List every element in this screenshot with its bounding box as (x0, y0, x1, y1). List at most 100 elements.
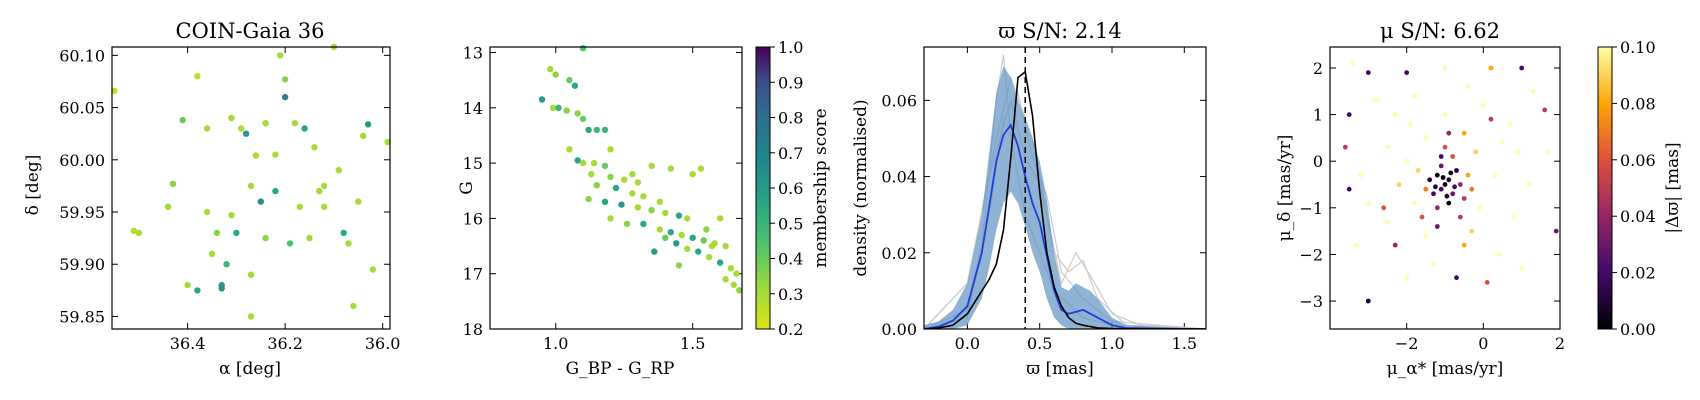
data-point (585, 126, 592, 134)
data-point (585, 195, 592, 203)
data-point (1446, 200, 1452, 206)
data-point (1438, 154, 1444, 159)
data-point (675, 262, 683, 269)
data-point (733, 270, 740, 277)
data-point (555, 104, 562, 112)
colorbar-tick-label: 0.3 (778, 285, 803, 304)
data-point (684, 245, 691, 252)
data-point (228, 114, 235, 122)
data-point (648, 206, 655, 214)
data-point (1373, 98, 1379, 103)
data-point (593, 126, 600, 134)
data-point (629, 190, 636, 197)
colorbar1-label: membership score (811, 108, 831, 267)
data-point (1461, 242, 1467, 248)
data-point (689, 234, 696, 241)
data-point (667, 229, 674, 236)
data-point (252, 152, 260, 159)
data-point (1442, 65, 1448, 71)
membership-colorbar (755, 46, 771, 330)
data-point (311, 144, 318, 151)
y-tick-label: 0 (1313, 152, 1323, 171)
panel1-ylabel: δ [deg] (23, 155, 43, 216)
data-point (634, 204, 642, 211)
data-point (1444, 193, 1450, 199)
x-tick-label: 1.5 (1172, 334, 1197, 353)
data-point (247, 271, 255, 278)
member-density-curve (924, 70, 1206, 329)
data-point (1448, 170, 1454, 176)
data-point (1507, 121, 1513, 127)
data-point (286, 240, 294, 247)
data-point (1423, 135, 1429, 141)
data-point (218, 285, 225, 292)
panel2-ticks: 1.0 1.5 13 14 15 16 17 18 (463, 44, 742, 353)
data-point (272, 187, 279, 195)
data-point (194, 73, 201, 80)
data-point (574, 157, 581, 164)
data-point (1465, 84, 1471, 89)
data-point (281, 76, 289, 83)
data-point (135, 229, 142, 237)
data-point (242, 130, 250, 137)
x-tick-label: 36.0 (365, 334, 401, 353)
data-point (355, 198, 362, 205)
data-point (1434, 205, 1440, 211)
colorbar-tick-label: 0.02 (1620, 264, 1656, 283)
data-point (1392, 112, 1398, 117)
data-point (1427, 177, 1433, 183)
data-point (1492, 172, 1498, 178)
parallax-diff-colorbar (1597, 46, 1613, 330)
x-tick-label: −2 (1395, 334, 1419, 353)
data-point (1446, 130, 1452, 136)
panel1-points (111, 43, 391, 320)
y-tick-label: 60.00 (59, 151, 105, 170)
data-point (350, 302, 357, 310)
y-tick-label: 18 (463, 320, 483, 339)
panel3-curves (924, 47, 1206, 329)
data-point (1423, 233, 1429, 239)
colorbar-tick-label: 0.06 (1620, 151, 1656, 170)
data-point (629, 171, 636, 178)
data-point (716, 259, 724, 266)
data-point (1342, 144, 1348, 150)
y-tick-label: 15 (463, 154, 483, 173)
y-tick-label: 59.90 (59, 255, 105, 274)
data-point (1461, 196, 1467, 201)
data-point (1434, 172, 1440, 178)
data-point (1438, 186, 1444, 192)
data-point (651, 248, 658, 255)
data-point (1404, 70, 1410, 75)
data-point (607, 146, 614, 153)
data-point (321, 182, 328, 190)
y-tick-label: 0.02 (881, 244, 917, 263)
data-point (1446, 177, 1452, 183)
data-point (640, 193, 647, 200)
data-point (689, 171, 696, 178)
colorbar-tick-label: 0.00 (1620, 320, 1656, 339)
data-point (179, 116, 186, 124)
data-point (695, 248, 702, 255)
data-point (169, 180, 177, 187)
data-point (369, 266, 377, 273)
colorbar-tick-label: 0.5 (778, 214, 803, 233)
x-tick-label: 1.5 (680, 334, 705, 353)
data-point (233, 229, 240, 237)
data-point (1457, 182, 1463, 187)
panel4-ticks: −2 0 2 −3 −2 −1 0 1 2 (1299, 47, 1565, 353)
y-tick-label: 60.10 (59, 46, 105, 65)
data-point (262, 120, 269, 127)
data-point (213, 229, 221, 237)
data-point (662, 209, 669, 217)
data-point (1440, 175, 1446, 180)
data-point (1442, 144, 1448, 150)
panel4-ylabel: μ_δ [mas/yr] (1275, 135, 1295, 242)
data-point (1461, 130, 1467, 136)
data-point (618, 201, 625, 208)
data-point (607, 215, 614, 222)
data-point (1465, 172, 1471, 178)
data-point (335, 167, 342, 174)
data-point (1346, 112, 1352, 117)
y-tick-label: 59.95 (59, 203, 105, 222)
